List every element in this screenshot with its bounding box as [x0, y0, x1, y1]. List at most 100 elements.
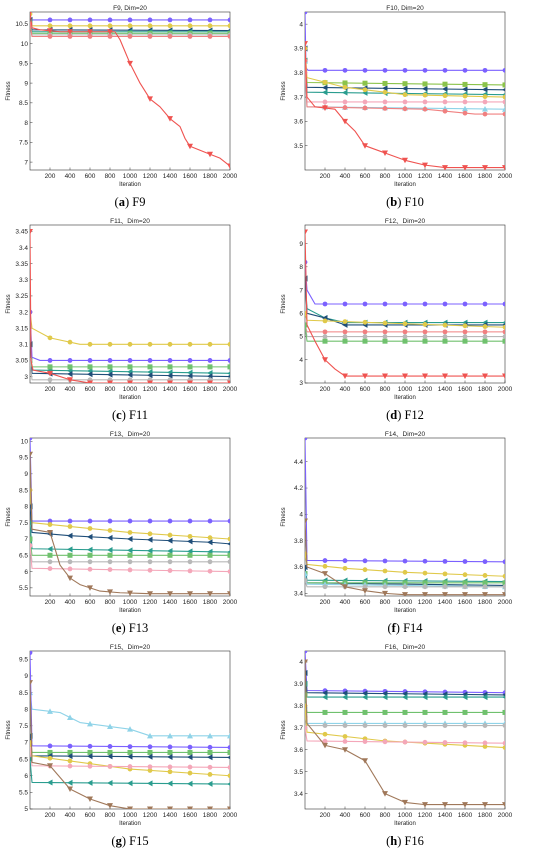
- series-marker: [462, 338, 468, 344]
- series-marker: [127, 590, 133, 596]
- chart-title: F12、Dim=20: [385, 218, 426, 225]
- series-marker: [87, 566, 93, 572]
- series-marker: [47, 546, 53, 553]
- series-marker: [87, 29, 93, 35]
- series-marker: [227, 765, 230, 770]
- series-marker: [322, 723, 328, 729]
- series-marker: [47, 763, 53, 769]
- x-tick-label: 1200: [418, 812, 433, 819]
- series-marker: [462, 802, 468, 808]
- series-marker: [482, 338, 488, 344]
- series-marker: [127, 744, 133, 750]
- series-marker: [147, 518, 153, 524]
- series-marker: [442, 373, 448, 380]
- series-marker: [462, 105, 468, 112]
- series-marker: [67, 779, 73, 786]
- series-marker: [207, 754, 213, 761]
- series-marker: [342, 690, 348, 697]
- series-marker: [482, 573, 488, 578]
- series-group: [305, 651, 505, 808]
- series-marker: [502, 802, 505, 808]
- series-marker: [422, 802, 428, 808]
- series-marker: [187, 358, 193, 363]
- series-marker: [382, 106, 388, 111]
- x-tick-label: 1200: [418, 599, 433, 606]
- panel-caption: (h) F16: [386, 834, 424, 848]
- series-marker: [147, 749, 153, 755]
- series-marker: [502, 324, 505, 330]
- series-marker: [422, 162, 428, 169]
- x-axis-label: Iteration: [119, 395, 141, 401]
- series-marker: [87, 749, 93, 755]
- y-tick-label: 3.05: [15, 358, 28, 365]
- series-marker: [402, 592, 408, 596]
- series-marker: [47, 566, 53, 572]
- y-tick-label: 3.6: [294, 564, 303, 571]
- x-tick-label: 600: [360, 386, 371, 393]
- series-marker: [322, 357, 328, 363]
- panel-caption: (e) F13: [112, 621, 148, 635]
- y-tick-label: 3.3: [19, 277, 28, 284]
- series-marker: [227, 552, 230, 558]
- series-marker: [87, 518, 93, 524]
- y-tick-label: 7: [24, 159, 28, 166]
- series-marker: [422, 85, 428, 92]
- plot-frame: [29, 224, 231, 384]
- series-marker: [382, 709, 388, 715]
- series-marker: [422, 373, 428, 380]
- series-marker: [47, 779, 53, 786]
- series-marker: [422, 301, 428, 307]
- x-tick-label: 400: [340, 386, 351, 393]
- series-marker: [422, 709, 428, 715]
- series-marker: [107, 34, 113, 39]
- series-marker: [362, 99, 368, 105]
- series-marker: [422, 92, 428, 98]
- series-marker: [462, 592, 468, 596]
- caption-paren-open: (: [387, 621, 391, 635]
- series-marker: [322, 694, 328, 701]
- plot-frame: [304, 437, 506, 597]
- plot-frame: [304, 650, 506, 810]
- series-marker: [147, 764, 153, 770]
- series-marker: [227, 542, 230, 546]
- series-marker: [362, 584, 368, 590]
- x-tick-label: 1600: [183, 812, 198, 819]
- series-marker: [305, 12, 308, 15]
- series-marker: [362, 319, 368, 325]
- series-marker: [30, 228, 33, 235]
- series-marker: [322, 738, 328, 744]
- series-marker: [305, 229, 308, 235]
- series-marker: [47, 370, 53, 377]
- y-tick-label: 5: [24, 806, 28, 813]
- series-line: [30, 682, 230, 809]
- series-marker: [167, 532, 173, 538]
- y-axis-label: Fitness: [6, 507, 12, 526]
- y-tick-label: 3.8: [294, 538, 303, 545]
- series-marker: [67, 546, 73, 553]
- series-marker: [187, 23, 193, 29]
- series-marker: [207, 535, 213, 541]
- series-marker: [402, 558, 408, 564]
- caption-paren-open: (: [386, 408, 390, 422]
- series-marker: [382, 150, 388, 156]
- x-tick-label: 800: [105, 386, 116, 393]
- series-marker: [147, 372, 153, 379]
- series-marker: [482, 559, 488, 565]
- series-marker: [442, 694, 448, 701]
- series-marker: [362, 739, 368, 745]
- series-marker: [87, 371, 93, 378]
- series-marker: [502, 99, 505, 105]
- series-marker: [67, 518, 73, 524]
- series-marker: [147, 34, 153, 39]
- series-marker: [207, 380, 213, 383]
- series-marker: [402, 81, 408, 87]
- x-tick-label: 400: [340, 173, 351, 180]
- x-tick-label: 1600: [183, 173, 198, 180]
- series-group: [30, 12, 230, 170]
- series-marker: [342, 373, 348, 380]
- series-marker: [305, 651, 308, 654]
- series-marker: [442, 93, 448, 99]
- x-tick-label: 400: [65, 599, 76, 606]
- series-marker: [442, 165, 448, 170]
- panel-h: F16、Dim=20 200 400 600 800 1000 1200 1400 1600 18…: [281, 644, 513, 848]
